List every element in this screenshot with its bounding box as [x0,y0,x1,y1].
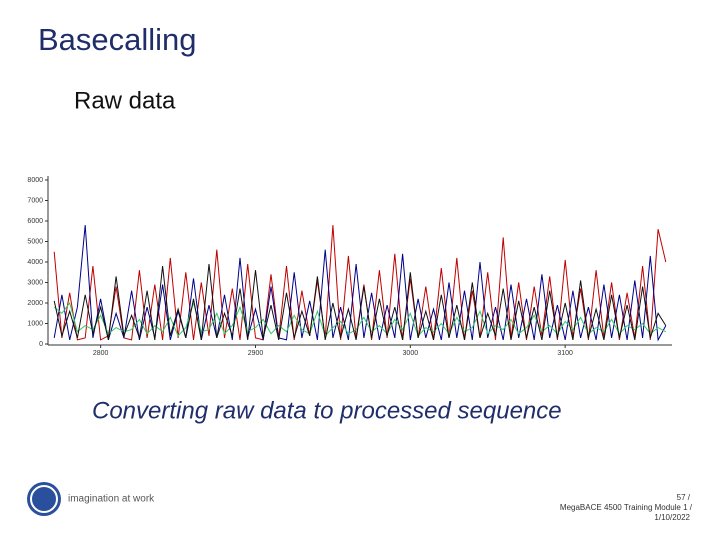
ge-logo [27,482,61,516]
subtitle: Raw data [74,87,176,114]
y-tick-label: 5000 [27,238,43,245]
footer-page: 57 / [677,493,691,502]
footer-date: 1/10/2022 [654,513,690,522]
y-tick-label: 6000 [27,218,43,225]
y-tick-label: 1000 [27,320,43,327]
logo-circle [27,482,61,516]
x-tick-label: 3100 [557,350,573,357]
y-tick-label: 7000 [27,197,43,204]
y-tick-label: 0 [39,341,43,348]
trace [53,264,667,341]
footer-module: MegaBACE 4500 Training Module 1 / [560,503,693,512]
x-tick-label: 2900 [248,350,264,357]
brand-tagline: imagination at work [68,494,155,505]
caption: Converting raw data to processed sequenc… [92,397,562,424]
y-tick-label: 2000 [27,300,43,307]
y-tick-label: 4000 [27,259,43,266]
y-tick-label: 3000 [27,279,43,286]
y-tick-label: 8000 [27,177,43,184]
logo-ring [30,485,58,513]
slide-title: Basecalling [38,22,197,57]
x-tick-label: 2800 [93,350,109,357]
x-tick-label: 3000 [403,350,419,357]
